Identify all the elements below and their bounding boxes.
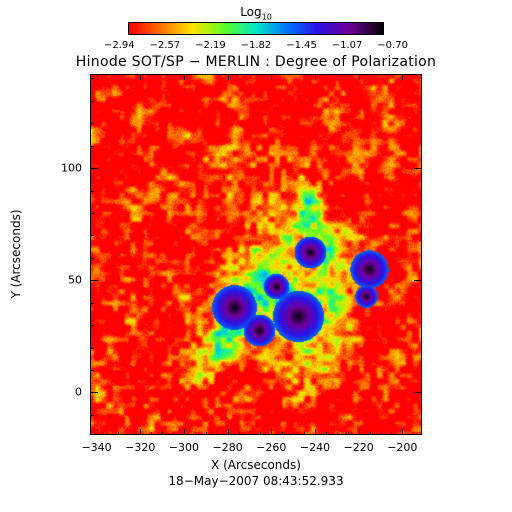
y-minor-tick [90,123,94,125]
y-minor-tick [90,235,94,237]
y-minor-tick [90,325,94,327]
x-minor-tick [282,432,284,435]
x-minor-tick [402,432,404,435]
x-minor-tick [304,432,306,435]
colorbar-tick-6: −0.70 [377,40,408,51]
x-tick-label: −300 [168,441,200,454]
x-tick-mark-top [227,74,229,80]
x-minor-tick [227,432,229,435]
x-tick-mark-top [271,74,273,80]
x-tick-mark-top [402,74,404,80]
y-minor-tick [90,213,94,215]
x-minor-tick [205,432,207,435]
y-minor-tick [90,168,94,170]
x-tick-label: −240 [299,441,331,454]
colorbar-tick-1: −2.57 [149,40,181,51]
x-tick-label: −200 [387,441,418,454]
y-minor-tick [90,369,94,371]
x-minor-tick [325,432,327,435]
x-minor-tick [173,432,174,435]
x-minor-tick [336,432,338,435]
x-minor-tick [347,432,349,435]
y-tick-mark-right [414,392,422,394]
x-minor-tick [260,432,262,435]
colorbar-tick-labels: −2.94 −2.57 −2.19 −1.82 −1.45 −1.07 −0.7… [104,40,408,51]
x-tick-mark-top [314,74,316,80]
x-minor-tick [249,432,251,435]
x-tick-label: −320 [125,441,156,454]
x-minor-tick [107,432,109,435]
x-minor-tick [96,432,98,435]
x-minor-tick [314,432,316,435]
x-minor-tick [380,432,382,435]
colorbar-title-sub: 10 [261,12,272,22]
x-minor-tick [271,432,273,435]
x-tick-mark-top [183,74,185,80]
y-tick-mark [90,168,98,170]
x-tick-label: −220 [343,441,374,454]
y-tick-label: 100 [61,161,82,175]
x-tick-mark-top [96,74,98,80]
x-minor-tick [216,432,218,435]
x-axis-label: X (Arcseconds) [211,458,301,472]
y-minor-tick [90,392,94,394]
colorbar-tick-2: −2.19 [195,40,226,51]
y-minor-tick [90,190,94,192]
observation-date: 18−May−2007 08:43:52.933 [168,474,344,488]
x-minor-tick [151,432,153,435]
colorbar-title: Log10 [0,5,512,21]
plot-frame [90,74,422,435]
polarization-map [91,75,421,434]
y-minor-tick [90,280,94,282]
y-minor-tick [90,302,94,304]
x-tick-label: −260 [256,441,287,454]
y-minor-tick [90,145,94,147]
x-minor-tick [194,432,196,435]
y-minor-tick [90,100,94,102]
x-minor-tick [129,432,131,435]
x-tick-mark-top [140,74,142,80]
x-minor-tick [238,432,240,435]
y-tick-mark [90,280,98,282]
y-tick-mark-right [414,280,422,282]
x-minor-tick [140,432,142,435]
colorbar-tick-5: −1.07 [331,40,363,51]
x-minor-tick [162,432,164,435]
colorbar-tick-3: −1.82 [240,40,272,51]
y-minor-tick [90,257,94,259]
colorbar-tick-4: −1.45 [286,40,317,51]
x-tick-mark-top [358,74,360,80]
x-minor-tick [183,432,185,435]
y-tick-label: 0 [75,385,82,399]
y-minor-tick [90,347,94,349]
y-tick-mark [90,392,98,394]
colorbar-tick-0: −2.94 [104,40,135,51]
y-tick-mark-right [414,168,422,170]
x-minor-tick [369,432,371,435]
colorbar [128,22,384,35]
x-minor-tick [293,432,295,435]
x-tick-label: −280 [212,441,243,454]
y-axis-label: Y (Arcseconds) [9,209,23,299]
y-minor-tick [90,78,94,80]
y-minor-tick [90,414,94,416]
x-minor-tick [391,432,393,435]
y-tick-label: 50 [68,273,82,287]
x-tick-label: −340 [81,441,112,454]
x-minor-tick [413,432,415,435]
x-minor-tick [118,432,120,435]
colorbar-title-main: Log [240,5,262,19]
figure-title: Hinode SOT/SP − MERLIN : Degree of Polar… [75,54,437,70]
x-minor-tick [358,432,360,435]
